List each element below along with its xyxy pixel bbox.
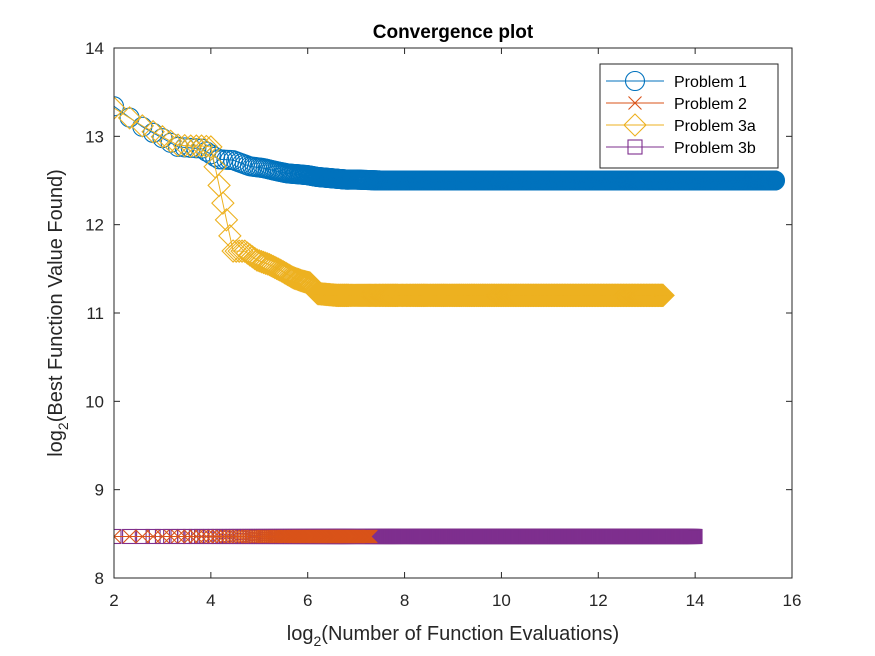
x-tick-label: 10 (492, 591, 511, 610)
data-point-diamond (178, 134, 203, 158)
legend-label: Problem 1 (674, 74, 747, 91)
legend-label: Problem 3b (674, 140, 756, 157)
data-point-x (135, 529, 150, 544)
legend-entry: Problem 3a (606, 113, 756, 137)
series-layer (114, 96, 786, 545)
chart-title: Convergence plot (373, 22, 534, 43)
legend-entry: Problem 3b (606, 139, 756, 157)
data-point-x (215, 529, 230, 544)
data-point-diamond (224, 239, 248, 263)
data-point-square (687, 528, 703, 545)
x-tick-label: 16 (783, 591, 802, 610)
data-point-diamond (172, 133, 197, 158)
data-point-x (122, 529, 137, 544)
data-point-diamond (230, 239, 254, 263)
data-point-diamond (257, 252, 282, 277)
x-axis-label: log2(Number of Function Evaluations) (287, 623, 619, 649)
data-point-diamond (255, 252, 280, 276)
data-point-x (219, 529, 234, 544)
data-point-x (171, 529, 185, 544)
legend: Problem 1 Problem 2 Problem 3a Problem 3b (599, 63, 779, 169)
series-problem-2 (114, 529, 378, 544)
data-point-x (256, 529, 271, 544)
legend-label: Problem 2 (674, 96, 747, 113)
data-point-diamond (291, 269, 315, 294)
data-point-diamond (259, 253, 284, 278)
data-point-diamond (158, 129, 183, 154)
data-point-x (360, 529, 375, 544)
data-point-diamond (214, 208, 239, 232)
data-point-x (357, 529, 372, 544)
y-tick-label: 11 (86, 304, 104, 323)
data-point-x (363, 529, 378, 544)
data-point-x (208, 529, 222, 544)
data-point-circle (764, 170, 786, 191)
data-point-x (177, 529, 192, 544)
data-point-x (212, 529, 226, 544)
series-problem-3a (114, 96, 675, 308)
x-tick-label: 12 (589, 591, 608, 610)
y-tick-label: 13 (85, 127, 104, 146)
x-tick-label: 6 (303, 591, 312, 610)
data-point-diamond (211, 191, 235, 215)
data-point-diamond (251, 250, 276, 275)
x-tick-label: 4 (206, 591, 215, 610)
x-tick-label: 14 (686, 591, 705, 610)
x-tick-label: 2 (109, 591, 118, 610)
x-tick-label: 8 (400, 591, 409, 610)
data-point-x (163, 529, 178, 544)
data-point-diamond (253, 251, 278, 275)
data-point-circle (624, 70, 646, 92)
data-point-diamond (651, 283, 675, 308)
y-axis-label: log2(Best Function Value Found) (45, 169, 71, 457)
data-point-diamond (221, 239, 245, 263)
data-point-diamond (623, 113, 647, 137)
data-point-diamond (199, 135, 223, 159)
data-point-diamond (166, 133, 190, 157)
data-point-x (361, 529, 376, 544)
data-point-diamond (114, 96, 126, 120)
data-point-x (363, 529, 377, 544)
data-point-diamond (189, 134, 214, 158)
y-tick-label: 8 (95, 569, 104, 588)
data-point-x (189, 529, 204, 544)
data-point-x (240, 529, 255, 544)
data-point-square (627, 139, 643, 155)
data-point-diamond (117, 106, 142, 130)
legend-label: Problem 3a (674, 118, 756, 135)
axes-layer: 2 4 6 8 10 12 14 16 8 9 10 11 12 13 14 (85, 39, 801, 610)
data-point-x (358, 529, 373, 544)
data-point-x (183, 529, 198, 544)
legend-entry: Problem 2 (606, 96, 747, 113)
data-point-x (114, 529, 121, 544)
data-point-diamond (130, 114, 155, 138)
data-point-x (359, 529, 374, 544)
y-tick-label: 9 (95, 481, 104, 500)
data-point-diamond (249, 249, 274, 274)
data-point-diamond (194, 134, 219, 159)
data-point-x (237, 529, 252, 544)
data-point-x (628, 96, 642, 110)
y-tick-label: 12 (85, 216, 104, 235)
legend-entry: Problem 1 (606, 70, 747, 92)
data-point-diamond (150, 124, 175, 149)
data-point-x (362, 529, 376, 544)
data-point-x (356, 529, 371, 544)
y-tick-label: 10 (85, 392, 104, 411)
y-tick-label: 14 (85, 39, 104, 58)
